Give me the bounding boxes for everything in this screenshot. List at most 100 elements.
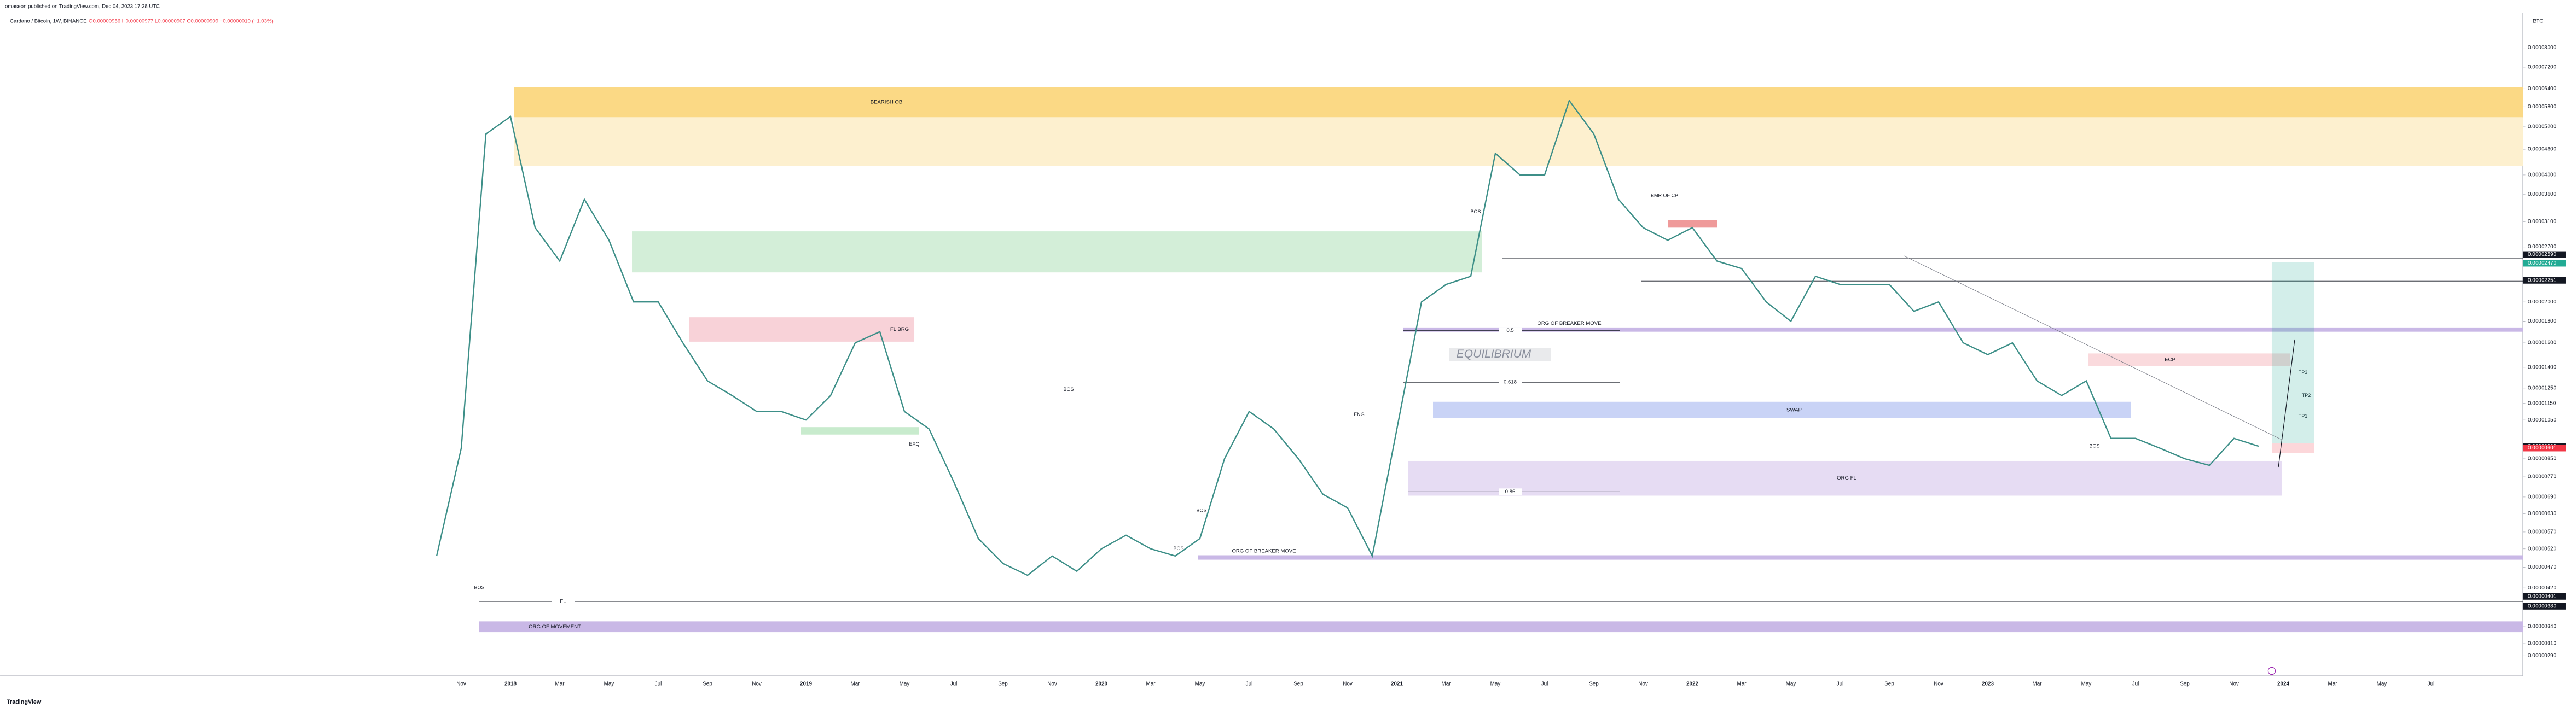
- x-tick-label: Jul: [1837, 681, 1844, 687]
- level-label: 0.618: [1504, 379, 1517, 385]
- y-tick-label: 0.00006400: [2528, 86, 2557, 92]
- zone-label: ORG FL: [1837, 475, 1856, 481]
- x-tick-label: Sep: [1293, 681, 1303, 687]
- zone: [479, 621, 2523, 633]
- annotation: TP3: [2299, 370, 2307, 375]
- zone: [1667, 220, 1717, 228]
- x-tick-label: Sep: [703, 681, 712, 687]
- y-tick-label: 0.00008000: [2528, 45, 2557, 51]
- y-tick-label: 0.00002700: [2528, 244, 2557, 250]
- x-tick-label: May: [2081, 681, 2092, 687]
- symbol: Cardano / Bitcoin, 1W, BINANCE: [10, 19, 87, 25]
- zone-label: ORG OF BREAKER MOVE: [1537, 320, 1601, 326]
- zone: [514, 117, 2523, 166]
- y-tick-label: 0.00000690: [2528, 494, 2557, 500]
- y-tick-label: 0.00004000: [2528, 172, 2557, 178]
- x-tick-label: Sep: [2180, 681, 2190, 687]
- trend-line: [1904, 255, 2282, 440]
- price-tag: [2522, 593, 2566, 600]
- x-tick-label: Nov: [1343, 681, 1353, 687]
- zone-label: ECP: [2165, 356, 2175, 363]
- x-tick-label: 2019: [800, 681, 812, 687]
- x-tick-label: 2018: [504, 681, 517, 687]
- y-tick-label: 0.00003600: [2528, 191, 2557, 197]
- x-tick-label: 2020: [1095, 681, 1107, 687]
- x-tick-label: Mar: [851, 681, 861, 687]
- price-tag-label: 0.00000380: [2528, 603, 2557, 609]
- x-tick-label: Jul: [1541, 681, 1548, 687]
- zone: [1433, 401, 2131, 418]
- annotation: BOS: [2090, 443, 2100, 449]
- annotation: BOS: [1064, 387, 1074, 392]
- y-tick-label: 0.00000290: [2528, 653, 2557, 659]
- marks: BOS BOS BOS BOS BOS BOS ENG EXQ BMR OF CP TP1 TP2 T…: [436, 99, 2311, 591]
- y-tick-label: 0.00000850: [2528, 456, 2557, 462]
- x-tick-label: Nov: [456, 681, 466, 687]
- level-label: 0.5: [1506, 328, 1513, 334]
- y-tick-label: 0.00000630: [2528, 511, 2557, 517]
- y-tick-label: 0.00007200: [2528, 65, 2557, 71]
- annotation-bg: [1449, 348, 1552, 361]
- zone-label: BEARISH OB: [871, 99, 903, 105]
- y-tick-label: 0.00001800: [2528, 318, 2557, 324]
- x-tick-label: 2022: [1686, 681, 1698, 687]
- y-tick-label: 0.00005200: [2528, 124, 2557, 130]
- annotation: BOS: [474, 585, 485, 591]
- price-tag-label: 0.00000401: [2528, 593, 2557, 599]
- x-tick-label: May: [2377, 681, 2387, 687]
- y-tick-label: 0.00000570: [2528, 529, 2557, 535]
- level-label-bg: [1499, 488, 1522, 495]
- x-tick-label: Jul: [950, 681, 958, 687]
- ohlc: O0.00000956 H0.00000977 L0.00000907 C0.0…: [89, 19, 274, 25]
- price-tag-label: 0.00002251: [2528, 277, 2557, 283]
- zone: [1403, 327, 2523, 332]
- annotation: TP1: [2299, 413, 2307, 419]
- x-tick-label: Nov: [752, 681, 762, 687]
- x-tick-label: Mar: [2032, 681, 2042, 687]
- long-position-stop: [2271, 442, 2314, 453]
- x-tick-label: Jul: [2132, 681, 2139, 687]
- x-tick-label: 2024: [2277, 681, 2289, 687]
- x-tick-label: May: [1786, 681, 1796, 687]
- level-label-bg: [1499, 327, 1522, 334]
- price-tag: [2522, 445, 2566, 452]
- y-tick-label: 0.00000310: [2528, 641, 2557, 647]
- x-tick-label: Jul: [2428, 681, 2435, 687]
- x-tick-label: Jul: [655, 681, 662, 687]
- x-tick-label: Nov: [2229, 681, 2239, 687]
- x-tick-label: Mar: [2328, 681, 2337, 687]
- y-tick-label: 0.00001400: [2528, 364, 2557, 370]
- zone-label: FL BRG: [890, 326, 909, 332]
- axis-unit: BTC: [2533, 19, 2543, 25]
- y-tick-label: 0.00001150: [2528, 400, 2556, 406]
- price-tag: [2522, 603, 2566, 610]
- x-tick-label: May: [604, 681, 614, 687]
- annotation: BOS: [1471, 209, 1481, 214]
- y-tick-label: 0.00004600: [2528, 147, 2557, 153]
- y-tick-label: 0.00001050: [2528, 417, 2557, 423]
- x-tick-label: 2021: [1391, 681, 1403, 687]
- y-tick-label: 0.00001250: [2528, 385, 2557, 391]
- annotation: TP2: [2302, 393, 2311, 398]
- x-tick-label: Mar: [555, 681, 565, 687]
- y-tick-label: 0.00000340: [2528, 624, 2557, 630]
- zone-label: ORG OF BREAKER MOVE: [1232, 548, 1296, 554]
- zone-label: SWAP: [1786, 407, 1802, 413]
- price-tag-label: 0.00000901: [2528, 445, 2557, 451]
- price-tag-label: 0.00002470: [2528, 260, 2557, 266]
- x-tick-label: Sep: [998, 681, 1008, 687]
- x-tick-label: Mar: [1146, 681, 1156, 687]
- y-tick-label: 0.00003100: [2528, 219, 2557, 225]
- price-line: [436, 99, 2259, 576]
- x-tick-label: Nov: [1934, 681, 1943, 687]
- annotation: EXQ: [909, 441, 920, 447]
- zone: [2087, 353, 2290, 366]
- x-tick-label: Sep: [1884, 681, 1894, 687]
- y-tick-label: 0.00000470: [2528, 564, 2557, 570]
- x-tick-label: 2023: [1982, 681, 1994, 687]
- y-tick-label: 0.00000520: [2528, 546, 2557, 552]
- annotation: EQUILIBRIUM: [1457, 348, 1531, 360]
- level-label-bg: [552, 598, 575, 605]
